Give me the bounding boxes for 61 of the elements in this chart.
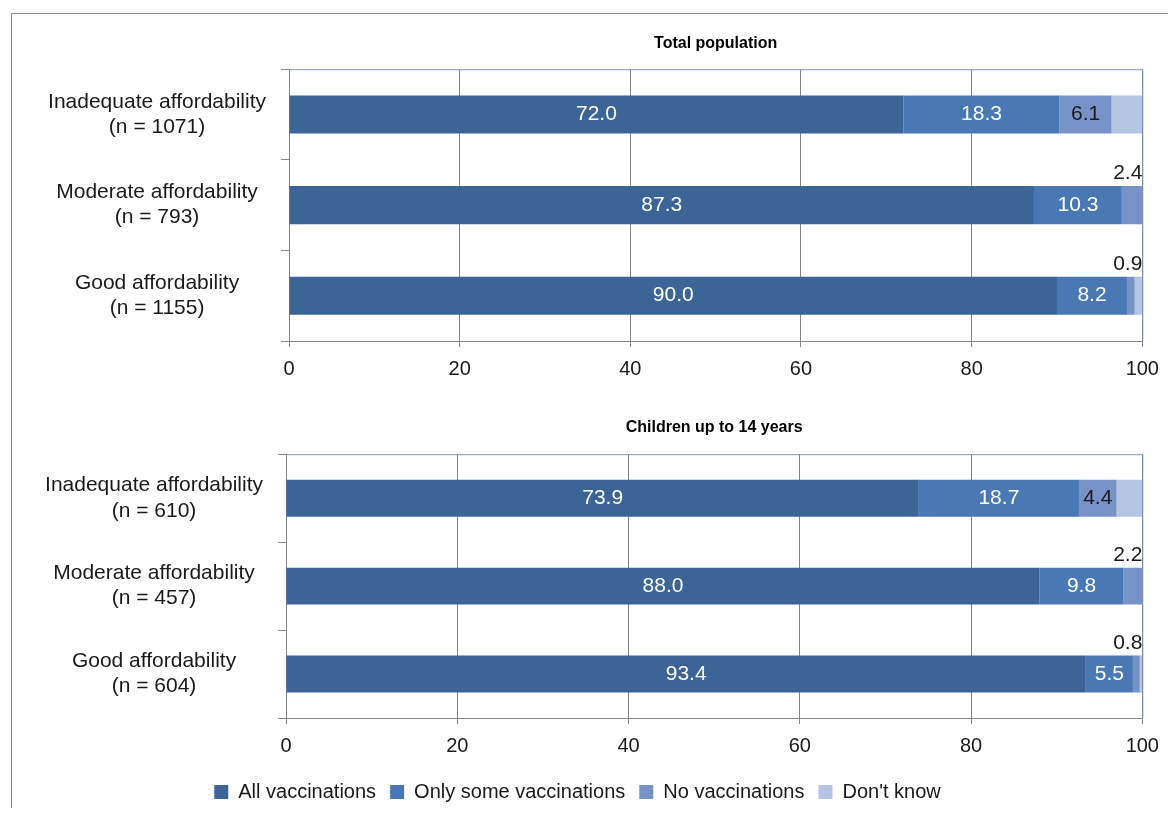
chart-title: Total population — [654, 34, 778, 52]
legend-label: Only some vaccinations — [414, 779, 626, 802]
bar — [1059, 95, 1112, 134]
y-tick-label: Inadequate affordability (n = 610) — [45, 472, 264, 521]
bar — [289, 276, 1057, 315]
x-tick-label: 100 — [1125, 356, 1159, 379]
bar — [1121, 186, 1143, 225]
bar — [1134, 276, 1143, 315]
x-tick-label: 40 — [617, 733, 640, 756]
x-tick-label: 80 — [960, 356, 983, 379]
data-label: 0.9 — [1113, 250, 1143, 274]
data-label: 93.4 — [665, 660, 707, 684]
data-label: 18.7 — [978, 484, 1020, 508]
data-label: 6.1 — [1070, 101, 1101, 125]
x-tick-label: 0 — [283, 356, 295, 379]
y-tick-label: Moderate affordability (n = 457) — [53, 560, 256, 609]
data-label: 73.9 — [582, 484, 624, 508]
bar — [1039, 567, 1124, 605]
bar — [1116, 479, 1143, 517]
y-tick-label: Good affordability (n = 1155) — [74, 269, 240, 319]
y-tick-label: Moderate affordability (n = 793) — [56, 179, 259, 228]
bar — [918, 479, 1079, 517]
x-tick-label: 60 — [788, 733, 811, 756]
bar — [1033, 186, 1122, 225]
data-label: 18.3 — [961, 101, 1002, 125]
legend-label: Don't know — [842, 779, 942, 802]
bar — [286, 655, 1086, 693]
data-label: 2.2 — [1113, 541, 1143, 565]
data-label: 2.4 — [1113, 160, 1143, 184]
x-tick-label: 20 — [448, 356, 471, 379]
bar — [1132, 655, 1140, 693]
data-label: 90.0 — [652, 282, 694, 306]
bar — [286, 479, 919, 517]
legend-label: No vaccinations — [663, 779, 805, 802]
bar — [1111, 95, 1143, 134]
chart-title: Children up to 14 years — [625, 418, 803, 436]
x-tick-label: 20 — [446, 733, 469, 756]
data-label: 87.3 — [641, 191, 683, 215]
y-tick-label: Inadequate affordability (n = 1071) — [48, 88, 267, 137]
y-tick-label: Good affordability (n = 604) — [71, 648, 237, 697]
data-label: 72.0 — [576, 101, 617, 125]
data-label: 9.8 — [1066, 572, 1097, 596]
x-tick-label: 40 — [619, 356, 642, 379]
data-label: 8.2 — [1077, 282, 1107, 306]
bar — [903, 95, 1060, 134]
x-tick-label: 100 — [1125, 733, 1159, 756]
x-tick-label: 60 — [789, 356, 813, 379]
data-label: 0.8 — [1113, 629, 1143, 653]
x-tick-label: 0 — [280, 733, 292, 756]
bar — [1056, 276, 1127, 315]
data-label: 4.4 — [1083, 484, 1113, 508]
bar — [289, 95, 904, 134]
data-label: 5.5 — [1094, 660, 1124, 684]
bar — [1123, 567, 1143, 605]
x-tick-label: 80 — [959, 733, 983, 756]
data-label: 88.0 — [642, 572, 684, 596]
bar — [289, 186, 1034, 225]
legend-label: All vaccinations — [238, 779, 377, 802]
bar — [286, 567, 1040, 605]
bar — [1126, 276, 1135, 315]
data-label: 10.3 — [1057, 191, 1099, 215]
